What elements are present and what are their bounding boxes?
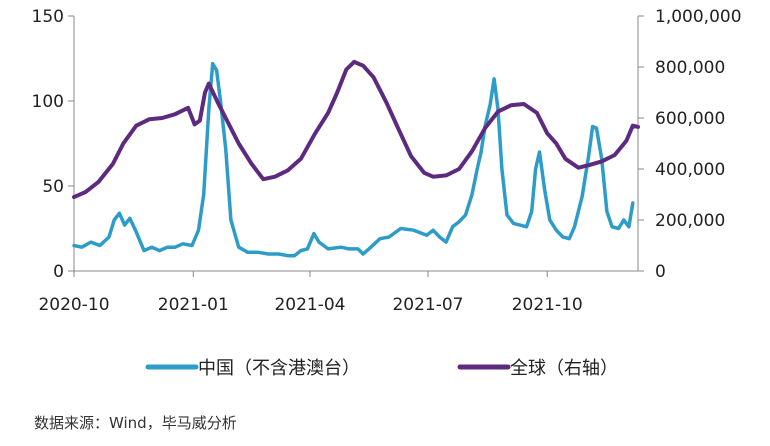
right-tick-label: 800,000: [655, 58, 725, 78]
x-tick-label: 2020-10: [38, 295, 109, 315]
left-tick-label: 100: [32, 92, 64, 112]
right-tick-label: 200,000: [655, 211, 725, 231]
legend: 中国（不含港澳台） 全球（右轴）: [145, 358, 618, 379]
left-tick-label: 0: [53, 262, 64, 282]
series-line-global: [72, 59, 640, 200]
x-tick-label: 2021-10: [512, 295, 583, 315]
right-tick-label: 0: [655, 262, 666, 282]
left-axis-ticks: 0 50 100 150: [32, 7, 74, 282]
x-tick-label: 2021-04: [274, 295, 345, 315]
right-tick-label: 600,000: [655, 109, 725, 129]
legend-label-global: 全球（右轴）: [510, 358, 618, 379]
x-tick-label: 2021-01: [158, 295, 229, 315]
x-tick-label: 2021-07: [392, 295, 463, 315]
left-tick-label: 50: [42, 177, 64, 197]
x-axis-ticks: 2020-10 2021-01 2021-04 2021-07 2021-10: [38, 271, 583, 315]
right-axis-ticks: 0 200,000 400,000 600,000 800,000 1,000,000: [638, 7, 742, 282]
chart-axes: [73, 16, 639, 272]
series-line-china: [72, 61, 635, 258]
right-tick-label: 1,000,000: [655, 7, 742, 27]
right-tick-label: 400,000: [655, 160, 725, 180]
left-tick-label: 150: [32, 7, 64, 27]
series-layer: [72, 59, 640, 258]
source-note: 数据来源：Wind，毕马威分析: [34, 414, 237, 432]
legend-label-china: 中国（不含港澳台）: [198, 358, 360, 379]
